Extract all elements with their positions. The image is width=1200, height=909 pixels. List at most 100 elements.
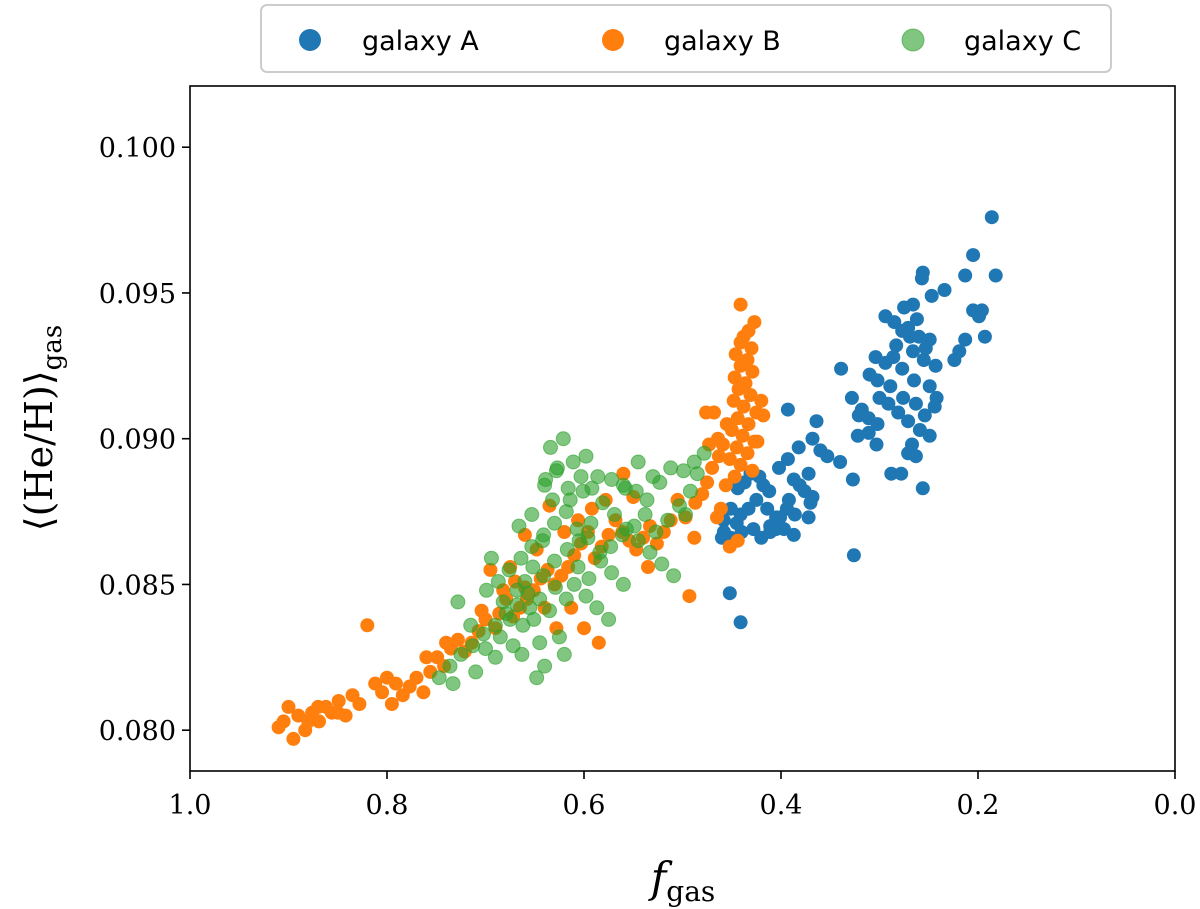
data-point-galaxy-a xyxy=(924,288,939,303)
data-point-galaxy-b xyxy=(754,393,769,408)
data-point-galaxy-c xyxy=(478,641,493,657)
x-tick-label: 0.0 xyxy=(1154,790,1197,821)
data-point-galaxy-b xyxy=(756,408,771,423)
data-point-galaxy-b xyxy=(286,731,301,746)
data-point-galaxy-b xyxy=(688,495,703,510)
data-point-galaxy-a xyxy=(733,615,748,630)
data-point-galaxy-a xyxy=(901,414,916,429)
data-point-galaxy-c xyxy=(501,562,517,578)
data-point-galaxy-c xyxy=(542,603,557,619)
data-point-galaxy-b xyxy=(728,347,743,362)
data-point-galaxy-a xyxy=(834,361,849,376)
data-point-galaxy-a xyxy=(820,449,835,464)
y-tick-label: 0.100 xyxy=(99,133,176,164)
data-point-galaxy-b xyxy=(741,417,756,432)
data-point-galaxy-b xyxy=(301,714,316,729)
data-point-galaxy-b xyxy=(727,469,742,484)
data-point-galaxy-a xyxy=(760,501,775,516)
data-point-galaxy-a xyxy=(833,455,848,469)
data-point-galaxy-c xyxy=(543,439,558,455)
data-point-galaxy-b xyxy=(730,411,745,426)
data-point-galaxy-b xyxy=(395,688,410,703)
data-point-galaxy-c xyxy=(660,512,676,528)
data-point-galaxy-a xyxy=(884,466,899,481)
data-point-galaxy-b xyxy=(641,560,655,574)
data-point-galaxy-b xyxy=(416,685,431,700)
data-point-galaxy-c xyxy=(536,568,552,584)
data-point-galaxy-a xyxy=(772,460,786,475)
data-point-galaxy-a xyxy=(846,548,861,563)
data-point-galaxy-c xyxy=(595,495,611,511)
data-point-galaxy-a xyxy=(977,329,992,344)
data-point-galaxy-c xyxy=(628,483,644,499)
data-point-galaxy-a xyxy=(917,408,932,423)
data-point-galaxy-a xyxy=(870,417,885,432)
data-point-galaxy-b xyxy=(577,621,591,636)
data-point-galaxy-c xyxy=(532,591,548,607)
data-point-galaxy-a xyxy=(854,402,869,417)
data-point-galaxy-c xyxy=(483,550,499,566)
data-point-galaxy-b xyxy=(733,297,748,312)
data-point-galaxy-b xyxy=(735,428,750,443)
data-point-galaxy-c xyxy=(511,518,527,534)
data-point-galaxy-a xyxy=(803,495,818,510)
data-point-galaxy-b xyxy=(591,635,606,650)
data-point-galaxy-a xyxy=(908,396,923,411)
data-point-galaxy-b xyxy=(430,650,445,665)
data-point-galaxy-a xyxy=(723,501,738,516)
data-point-galaxy-b xyxy=(584,501,599,516)
data-point-galaxy-a xyxy=(780,452,795,467)
data-point-galaxy-a xyxy=(845,472,860,487)
data-point-galaxy-a xyxy=(730,481,745,496)
data-point-galaxy-c xyxy=(549,460,565,476)
data-point-galaxy-a xyxy=(769,510,784,525)
data-point-galaxy-b xyxy=(743,388,758,402)
x-tick-label: 0.6 xyxy=(563,790,606,821)
data-point-galaxy-b xyxy=(483,562,498,577)
data-point-galaxy-c xyxy=(696,445,712,461)
y-tick-label: 0.080 xyxy=(99,716,176,747)
data-point-galaxy-c xyxy=(578,448,594,464)
data-point-galaxy-b xyxy=(744,341,759,356)
data-point-galaxy-c xyxy=(547,579,563,595)
data-point-galaxy-c xyxy=(445,676,461,692)
data-point-galaxy-c xyxy=(615,576,631,592)
data-point-galaxy-c xyxy=(589,600,605,616)
x-axis-label-sub: gas xyxy=(666,875,715,908)
data-point-galaxy-b xyxy=(474,603,489,618)
data-point-galaxy-a xyxy=(861,425,876,440)
data-point-galaxy-a xyxy=(850,428,865,443)
data-point-galaxy-c xyxy=(601,611,617,627)
data-point-galaxy-b xyxy=(687,530,702,545)
data-point-galaxy-c xyxy=(453,646,469,662)
data-point-galaxy-c xyxy=(570,559,586,575)
data-point-galaxy-c xyxy=(630,454,646,470)
data-point-galaxy-a xyxy=(746,522,761,537)
data-point-galaxy-c xyxy=(590,469,606,485)
data-point-galaxy-c xyxy=(517,574,533,589)
data-point-galaxy-c xyxy=(618,521,634,537)
data-point-galaxy-a xyxy=(886,350,901,365)
data-point-galaxy-c xyxy=(573,469,589,485)
data-point-galaxy-c xyxy=(566,576,582,592)
legend-label-galaxy-c: galaxy C xyxy=(964,26,1081,57)
data-point-galaxy-b xyxy=(311,699,326,714)
data-point-galaxy-a xyxy=(915,481,930,496)
data-point-galaxy-c xyxy=(525,559,541,575)
data-point-galaxy-b xyxy=(271,720,286,735)
data-point-galaxy-c xyxy=(495,594,511,610)
data-point-galaxy-b xyxy=(705,460,720,475)
data-point-galaxy-c xyxy=(556,646,572,662)
data-point-galaxy-a xyxy=(927,399,942,414)
data-point-galaxy-b xyxy=(729,440,744,455)
x-tick-label: 0.4 xyxy=(760,790,803,821)
legend-frame xyxy=(260,4,1112,73)
data-point-galaxy-c xyxy=(547,553,562,569)
data-point-galaxy-c xyxy=(666,568,682,584)
data-point-galaxy-a xyxy=(883,379,898,394)
data-point-galaxy-b xyxy=(682,589,697,604)
data-point-galaxy-a xyxy=(922,428,937,443)
data-point-galaxy-a xyxy=(972,309,986,324)
x-axis-label: fgas xyxy=(648,853,716,908)
data-point-galaxy-a xyxy=(786,527,801,542)
